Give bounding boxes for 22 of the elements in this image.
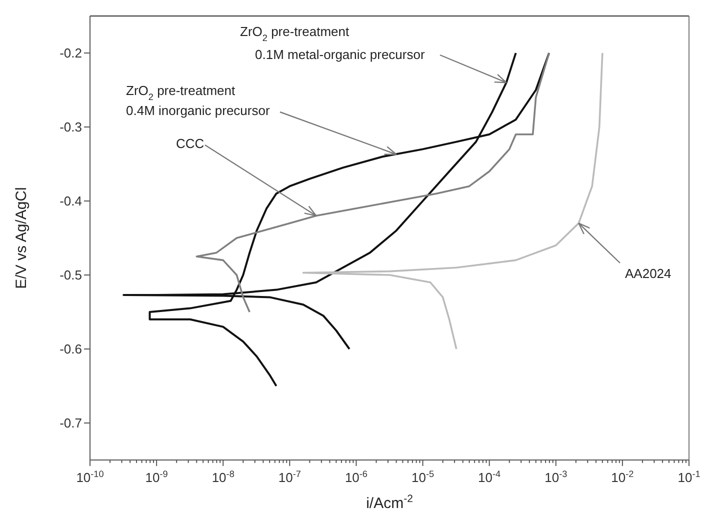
annotation: AA2024 (625, 266, 672, 281)
annotation: CCC (176, 136, 204, 151)
x-tick-label: 10$^{-5}$ (411, 469, 434, 485)
y-axis-title: E/V vs Ag/AgCl (13, 187, 30, 289)
x-tick-label: 10$^{-7}$ (278, 469, 301, 485)
x-tick-label: 10$^{-3}$ (544, 469, 568, 485)
y-tick-label: -0.5 (60, 268, 82, 283)
annotation: ZrO$_{2}$ pre-treatment 0.1M metal-organic precursor (240, 24, 426, 62)
x-axis-title: i/Acm$^{-2}$ (366, 493, 414, 512)
x-tick-label: 10$^{-8}$ (212, 469, 234, 485)
x-tick-label: 10$^{-10}$ (76, 469, 104, 485)
x-tick-label: 10$^{-2}$ (611, 469, 634, 485)
annotation: ZrO$_{2}$ pre-treatment 0.4M inorganic precursor (126, 83, 270, 118)
x-tick-label: 10$^{-4}$ (478, 469, 501, 485)
x-tick-label: 10$^{-1}$ (678, 469, 700, 485)
x-tick-label: 10$^{-9}$ (145, 469, 168, 485)
x-tick-label: 10$^{-6}$ (344, 469, 368, 485)
y-tick-label: -0.2 (60, 46, 82, 61)
y-tick-label: -0.6 (60, 342, 82, 357)
y-tick-label: -0.3 (60, 120, 82, 135)
y-tick-label: -0.7 (60, 416, 82, 431)
y-tick-label: -0.4 (60, 194, 82, 209)
